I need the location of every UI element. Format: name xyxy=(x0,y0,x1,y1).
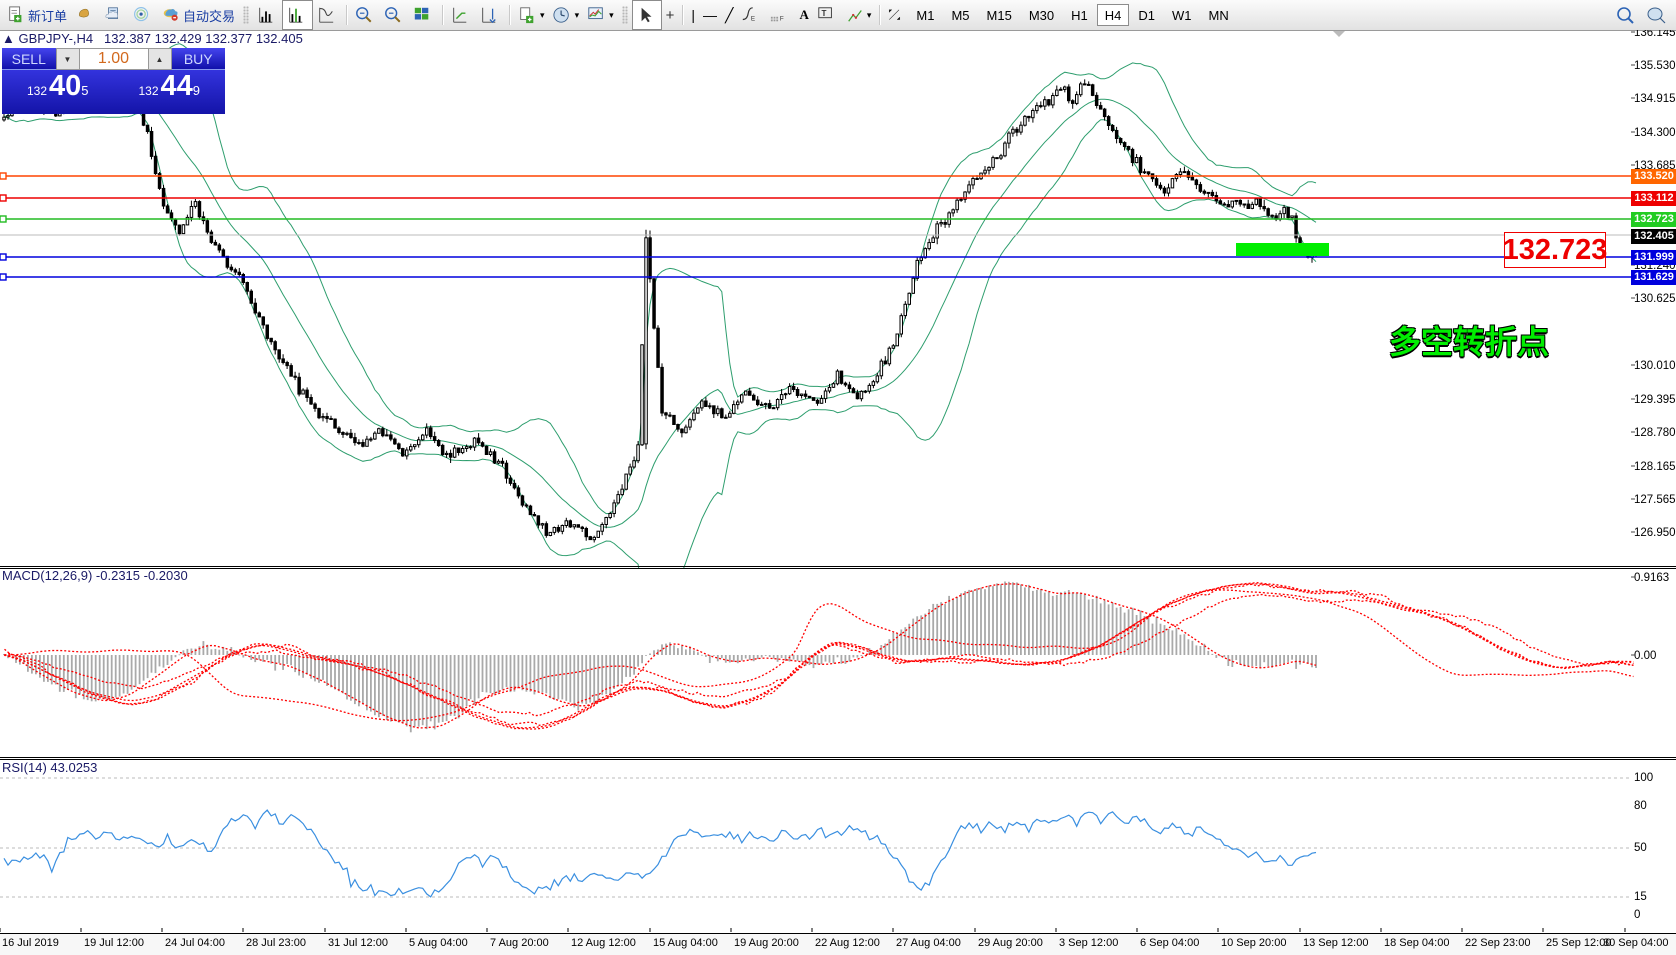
svg-text:128.165: 128.165 xyxy=(1634,461,1676,473)
svg-text:5 Aug 04:00: 5 Aug 04:00 xyxy=(409,937,468,949)
svg-text:0.00: 0.00 xyxy=(1634,650,1656,662)
svg-text:22 Sep 23:00: 22 Sep 23:00 xyxy=(1465,937,1530,949)
svg-text:15: 15 xyxy=(1634,891,1647,903)
svg-text:134.915: 134.915 xyxy=(1634,93,1676,105)
svg-text:130.010: 130.010 xyxy=(1634,360,1676,372)
svg-text:0.9163: 0.9163 xyxy=(1634,572,1669,584)
svg-text:29 Aug 20:00: 29 Aug 20:00 xyxy=(978,937,1043,949)
svg-text:12 Aug 12:00: 12 Aug 12:00 xyxy=(571,937,636,949)
svg-text:126.950: 126.950 xyxy=(1634,527,1676,539)
svg-text:100: 100 xyxy=(1634,772,1653,784)
svg-text:134.300: 134.300 xyxy=(1634,127,1676,139)
svg-text:10 Sep 20:00: 10 Sep 20:00 xyxy=(1221,937,1286,949)
svg-text:0: 0 xyxy=(1634,909,1640,921)
svg-text:128.780: 128.780 xyxy=(1634,427,1676,439)
svg-text:19 Jul 12:00: 19 Jul 12:00 xyxy=(84,937,144,949)
svg-text:13 Sep 12:00: 13 Sep 12:00 xyxy=(1303,937,1368,949)
svg-text:T: T xyxy=(821,9,826,18)
svg-text:31 Jul 12:00: 31 Jul 12:00 xyxy=(328,937,388,949)
svg-text:19 Aug 20:00: 19 Aug 20:00 xyxy=(734,937,799,949)
svg-text:80: 80 xyxy=(1634,800,1647,812)
svg-text:27 Aug 04:00: 27 Aug 04:00 xyxy=(896,937,961,949)
svg-text:15 Aug 04:00: 15 Aug 04:00 xyxy=(653,937,718,949)
svg-text:130.625: 130.625 xyxy=(1634,293,1676,305)
svg-text:30 Sep 04:00: 30 Sep 04:00 xyxy=(1603,937,1668,949)
svg-text:135.530: 135.530 xyxy=(1634,60,1676,72)
svg-text:7 Aug 20:00: 7 Aug 20:00 xyxy=(490,937,549,949)
svg-text:22 Aug 12:00: 22 Aug 12:00 xyxy=(815,937,880,949)
svg-text:127.565: 127.565 xyxy=(1634,494,1676,506)
svg-text:136.145: 136.145 xyxy=(1634,30,1676,39)
svg-text:28 Jul 23:00: 28 Jul 23:00 xyxy=(246,937,306,949)
svg-text:129.395: 129.395 xyxy=(1634,394,1676,406)
svg-text:16 Jul 2019: 16 Jul 2019 xyxy=(2,937,59,949)
svg-text:50: 50 xyxy=(1634,842,1647,854)
svg-text:24 Jul 04:00: 24 Jul 04:00 xyxy=(165,937,225,949)
svg-text:F: F xyxy=(780,15,784,22)
svg-text:3 Sep 12:00: 3 Sep 12:00 xyxy=(1059,937,1118,949)
svg-text:6 Sep 04:00: 6 Sep 04:00 xyxy=(1140,937,1199,949)
svg-text:E: E xyxy=(751,15,755,22)
svg-text:18 Sep 04:00: 18 Sep 04:00 xyxy=(1384,937,1449,949)
svg-text:25 Sep 12:00: 25 Sep 12:00 xyxy=(1546,937,1611,949)
